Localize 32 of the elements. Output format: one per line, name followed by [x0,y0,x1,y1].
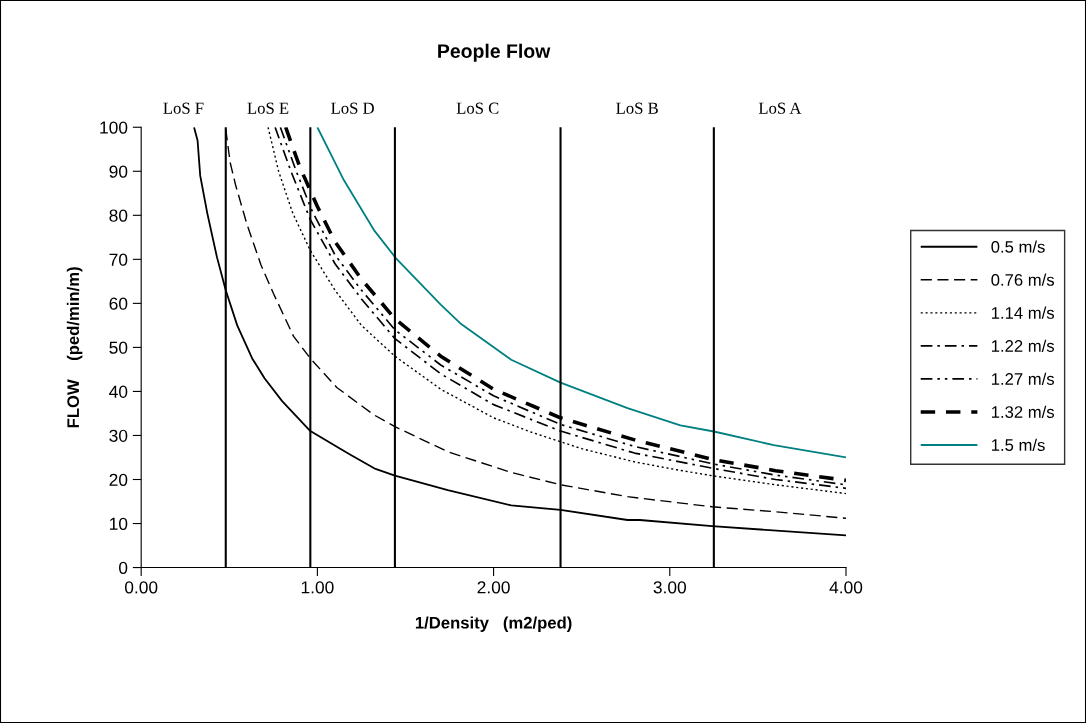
y-tick-label: 10 [110,517,128,530]
y-tick-label: 30 [109,429,128,442]
legend-label: 0.76 m/s [991,273,1055,286]
legend-label: 1.14 m/s [991,306,1055,319]
y-tick-label: 80 [109,209,128,222]
x-tick-label: 0.00 [124,581,158,594]
y-tick-label: 100 [100,121,128,134]
text: LoS F [163,102,204,114]
legend-label: 1.32 m/s [991,405,1055,418]
legend-label: 1.22 m/s [991,339,1055,352]
x-tick-label: 2.00 [477,581,510,594]
y-tick-label: 40 [109,385,128,398]
chart-title: People Flow [438,43,551,62]
x-tick-label: 3.00 [653,581,687,594]
y-tick-label: 20 [109,473,128,486]
y-tick-label: 70 [109,253,128,266]
x-tick-label: 4.00 [829,581,863,594]
y-tick-label: 60 [109,297,128,310]
text: LoS C [456,102,499,114]
x-tick-label: 1.00 [301,581,334,594]
y-tick-label: 50 [109,341,128,354]
text: LoS E [247,102,289,114]
legend-label: 0.5 m/s [991,240,1045,253]
y-axis-title: FLOW (ped/min/m) [66,267,83,428]
x-axis-title: 1/Density (m2/ped) [415,616,572,632]
text: LoS A [758,102,802,114]
legend-label: 1.27 m/s [991,372,1055,385]
y-tick-label: 90 [109,165,128,178]
y-tick-label: 0 [119,561,128,575]
text: LoS D [331,102,374,114]
legend-label: 1.5 m/s [991,438,1045,451]
text: LoS B [616,102,658,114]
